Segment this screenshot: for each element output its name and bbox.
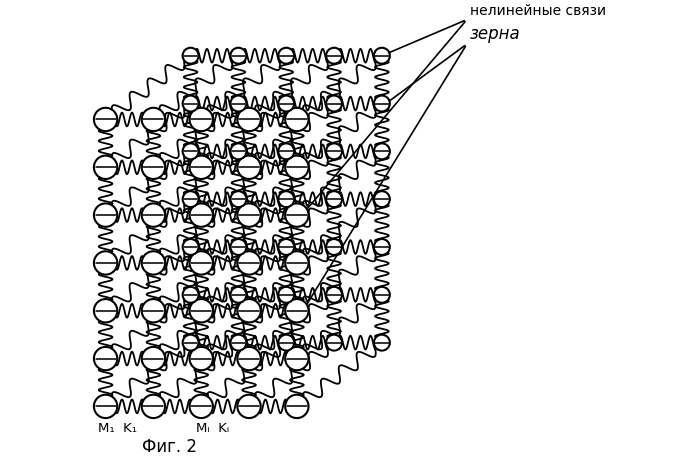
Circle shape <box>230 335 246 351</box>
Circle shape <box>326 240 342 255</box>
Circle shape <box>285 156 309 179</box>
Circle shape <box>94 156 118 179</box>
Circle shape <box>230 240 246 255</box>
Circle shape <box>190 395 213 418</box>
Circle shape <box>237 156 260 179</box>
Circle shape <box>285 108 309 132</box>
Circle shape <box>237 299 260 323</box>
Circle shape <box>326 192 342 207</box>
Circle shape <box>279 96 294 112</box>
Circle shape <box>285 252 309 275</box>
Circle shape <box>183 96 199 112</box>
Circle shape <box>94 204 118 227</box>
Circle shape <box>374 240 390 255</box>
Circle shape <box>183 144 199 160</box>
Circle shape <box>326 287 342 303</box>
Circle shape <box>94 299 118 323</box>
Text: нелинейные связи: нелинейные связи <box>470 5 606 18</box>
Circle shape <box>326 335 342 351</box>
Circle shape <box>374 144 390 160</box>
Circle shape <box>279 192 294 207</box>
Circle shape <box>190 299 213 323</box>
Circle shape <box>237 108 260 132</box>
Circle shape <box>94 108 118 132</box>
Circle shape <box>279 240 294 255</box>
Circle shape <box>141 204 165 227</box>
Circle shape <box>190 347 213 370</box>
Circle shape <box>183 192 199 207</box>
Text: M₁  K₁: M₁ K₁ <box>97 421 136 434</box>
Circle shape <box>190 204 213 227</box>
Circle shape <box>374 192 390 207</box>
Circle shape <box>230 96 246 112</box>
Text: Фиг. 2: Фиг. 2 <box>142 437 197 455</box>
Circle shape <box>285 204 309 227</box>
Circle shape <box>190 252 213 275</box>
Circle shape <box>141 299 165 323</box>
Circle shape <box>279 144 294 160</box>
Circle shape <box>374 335 390 351</box>
Circle shape <box>141 347 165 370</box>
Circle shape <box>237 252 260 275</box>
Text: зерна: зерна <box>470 25 520 43</box>
Circle shape <box>183 240 199 255</box>
Circle shape <box>94 395 118 418</box>
Circle shape <box>230 192 246 207</box>
Text: Mᵢ  Kᵢ: Mᵢ Kᵢ <box>196 421 229 434</box>
Circle shape <box>279 335 294 351</box>
Circle shape <box>326 96 342 112</box>
Circle shape <box>183 49 199 65</box>
Circle shape <box>374 49 390 65</box>
Circle shape <box>285 395 309 418</box>
Circle shape <box>237 204 260 227</box>
Circle shape <box>285 347 309 370</box>
Circle shape <box>230 49 246 65</box>
Circle shape <box>374 287 390 303</box>
Circle shape <box>230 144 246 160</box>
Circle shape <box>94 252 118 275</box>
Circle shape <box>374 96 390 112</box>
Circle shape <box>183 287 199 303</box>
Circle shape <box>190 156 213 179</box>
Circle shape <box>326 49 342 65</box>
Circle shape <box>326 144 342 160</box>
Circle shape <box>279 49 294 65</box>
Circle shape <box>279 287 294 303</box>
Circle shape <box>237 395 260 418</box>
Circle shape <box>141 252 165 275</box>
Circle shape <box>141 156 165 179</box>
Circle shape <box>183 335 199 351</box>
Circle shape <box>141 395 165 418</box>
Circle shape <box>141 108 165 132</box>
Circle shape <box>94 347 118 370</box>
Circle shape <box>230 287 246 303</box>
Circle shape <box>237 347 260 370</box>
Circle shape <box>190 108 213 132</box>
Circle shape <box>285 299 309 323</box>
